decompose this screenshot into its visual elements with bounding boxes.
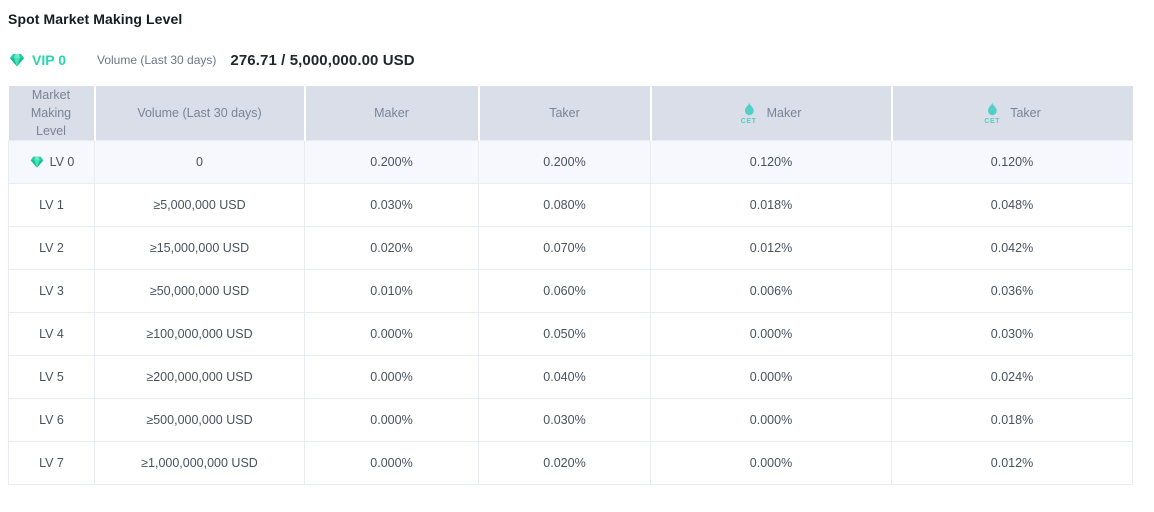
fee-tier-row: LV 1 ≥5,000,000 USD 0.030% 0.080% 0.018%…: [8, 183, 1133, 228]
cet-maker-fee-cell: 0.000%: [650, 355, 892, 400]
level-cell: LV 4: [8, 312, 95, 357]
cet-badge-text: CET: [984, 118, 1001, 126]
vip-badge: VIP 0: [8, 51, 97, 69]
fee-tier-row: LV 3 ≥50,000,000 USD 0.010% 0.060% 0.006…: [8, 269, 1133, 314]
fee-tier-row: LV 6 ≥500,000,000 USD 0.000% 0.030% 0.00…: [8, 398, 1133, 443]
fee-tier-row: LV 5 ≥200,000,000 USD 0.000% 0.040% 0.00…: [8, 355, 1133, 400]
volume-30d-value: 276.71 / 5,000,000.00 USD: [230, 51, 415, 69]
header-cet-taker: CET Taker: [890, 86, 1133, 141]
cet-maker-fee-cell: 0.018%: [650, 183, 892, 228]
header-taker: Taker: [477, 86, 651, 141]
level-cell: LV 3: [8, 269, 95, 314]
level-cell: LV 6: [8, 398, 95, 443]
maker-fee-cell: 0.200%: [304, 140, 479, 185]
taker-fee-cell: 0.060%: [478, 269, 651, 314]
header-market-making-level: Market Making Level: [8, 86, 95, 141]
volume-30d-label: Volume (Last 30 days): [97, 53, 217, 67]
cet-taker-fee-cell: 0.012%: [891, 441, 1133, 486]
cet-taker-fee-cell: 0.042%: [891, 226, 1133, 271]
maker-fee-cell: 0.020%: [304, 226, 479, 271]
cet-token-icon: [741, 101, 757, 118]
fee-table-body: LV 0 0 0.200% 0.200% 0.120% 0.120% LV 1 …: [8, 140, 1133, 486]
fee-tier-row: LV 0 0 0.200% 0.200% 0.120% 0.120%: [8, 140, 1133, 185]
cet-taker-fee-cell: 0.048%: [891, 183, 1133, 228]
volume-cell: ≥5,000,000 USD: [94, 183, 305, 228]
level-cell: LV 5: [8, 355, 95, 400]
level-cell: LV 2: [8, 226, 95, 271]
page-title: Spot Market Making Level: [8, 11, 183, 27]
level-cell: LV 1: [8, 183, 95, 228]
volume-cell: ≥500,000,000 USD: [94, 398, 305, 443]
cet-maker-fee-cell: 0.012%: [650, 226, 892, 271]
cet-maker-fee-cell: 0.006%: [650, 269, 892, 314]
header-volume: Volume (Last 30 days): [93, 86, 305, 141]
cet-maker-fee-cell: 0.000%: [650, 441, 892, 486]
level-label: LV 5: [39, 370, 64, 385]
current-level-diamond-icon: [29, 154, 45, 170]
cet-maker-fee-cell: 0.000%: [650, 398, 892, 443]
cet-taker-fee-cell: 0.036%: [891, 269, 1133, 314]
cet-taker-fee-cell: 0.030%: [891, 312, 1133, 357]
maker-fee-cell: 0.010%: [304, 269, 479, 314]
taker-fee-cell: 0.200%: [478, 140, 651, 185]
cet-taker-fee-cell: 0.024%: [891, 355, 1133, 400]
cet-taker-fee-cell: 0.120%: [891, 140, 1133, 185]
spot-market-making-panel: Spot Market Making Level VIP 0 Volume (L…: [8, 11, 1133, 486]
level-cell: LV 0: [8, 140, 95, 185]
header-cet-taker-label: Taker: [1010, 106, 1041, 121]
level-cell: LV 7: [8, 441, 95, 486]
header-cet-maker-label: Maker: [766, 106, 802, 121]
summary-bar: VIP 0 Volume (Last 30 days) 276.71 / 5,0…: [8, 49, 1132, 71]
vip-level-label: VIP 0: [32, 52, 66, 68]
fee-tier-table: Market Making Level Volume (Last 30 days…: [8, 86, 1133, 486]
header-maker: Maker: [303, 86, 479, 141]
fee-tier-row: LV 7 ≥1,000,000,000 USD 0.000% 0.020% 0.…: [8, 441, 1133, 486]
level-label: LV 0: [49, 155, 75, 170]
cet-maker-fee-cell: 0.000%: [650, 312, 892, 357]
level-label: LV 3: [39, 284, 64, 299]
vip-diamond-icon: [8, 51, 26, 69]
cet-maker-fee-cell: 0.120%: [650, 140, 892, 185]
fee-tier-row: LV 2 ≥15,000,000 USD 0.020% 0.070% 0.012…: [8, 226, 1133, 271]
volume-cell: ≥200,000,000 USD: [94, 355, 305, 400]
maker-fee-cell: 0.000%: [304, 398, 479, 443]
level-label: LV 7: [39, 456, 64, 471]
cet-token-icon: [984, 101, 1000, 118]
volume-cell: ≥15,000,000 USD: [94, 226, 305, 271]
taker-fee-cell: 0.070%: [478, 226, 651, 271]
maker-fee-cell: 0.000%: [304, 312, 479, 357]
cet-taker-fee-cell: 0.018%: [891, 398, 1133, 443]
volume-cell: ≥1,000,000,000 USD: [94, 441, 305, 486]
volume-cell: ≥50,000,000 USD: [94, 269, 305, 314]
header-cet-maker: CET Maker: [649, 86, 892, 141]
maker-fee-cell: 0.000%: [304, 441, 479, 486]
taker-fee-cell: 0.080%: [478, 183, 651, 228]
taker-fee-cell: 0.030%: [478, 398, 651, 443]
maker-fee-cell: 0.030%: [304, 183, 479, 228]
taker-fee-cell: 0.050%: [478, 312, 651, 357]
fee-tier-row: LV 4 ≥100,000,000 USD 0.000% 0.050% 0.00…: [8, 312, 1133, 357]
volume-cell: 0: [94, 140, 305, 185]
volume-cell: ≥100,000,000 USD: [94, 312, 305, 357]
taker-fee-cell: 0.040%: [478, 355, 651, 400]
level-label: LV 4: [39, 327, 64, 342]
level-label: LV 1: [39, 198, 64, 213]
fee-table-header: Market Making Level Volume (Last 30 days…: [8, 86, 1133, 141]
level-label: LV 2: [39, 241, 64, 256]
taker-fee-cell: 0.020%: [478, 441, 651, 486]
level-label: LV 6: [39, 413, 64, 428]
cet-badge-text: CET: [740, 118, 757, 126]
maker-fee-cell: 0.000%: [304, 355, 479, 400]
